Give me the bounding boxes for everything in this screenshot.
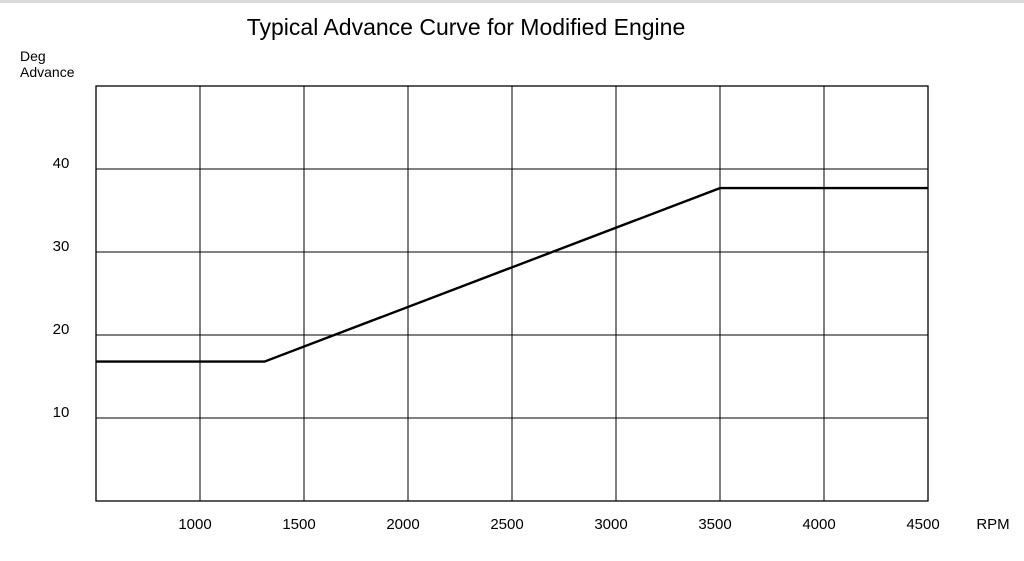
x-tick-label-4500: 4500 <box>906 516 939 533</box>
x-tick-label-1500: 1500 <box>282 516 315 533</box>
plot-frame <box>95 85 929 502</box>
series-group <box>96 186 928 363</box>
x-tick-label-3500: 3500 <box>698 516 731 533</box>
y-tick-label-10: 10 <box>53 404 70 421</box>
y-tick-labels: 10 20 30 40 <box>53 155 70 421</box>
x-tick-label-1000: 1000 <box>178 516 211 533</box>
x-axis-label: RPM <box>976 516 1009 533</box>
y-tick-label-30: 30 <box>53 238 70 255</box>
y-axis-label-line-1: Deg <box>20 48 46 64</box>
grid-lines <box>96 86 928 501</box>
x-tick-label-4000: 4000 <box>802 516 835 533</box>
y-axis-label-line-2: Advance <box>20 64 75 80</box>
x-tick-label-2500: 2500 <box>490 516 523 533</box>
x-tick-label-2000: 2000 <box>386 516 419 533</box>
chart-title: Typical Advance Curve for Modified Engin… <box>247 14 686 40</box>
top-border <box>0 0 1024 3</box>
x-tick-labels: 1000 1500 2000 2500 3000 3500 4000 4500 <box>178 516 939 533</box>
advance-curve-line <box>96 186 928 363</box>
y-tick-label-40: 40 <box>53 155 70 172</box>
y-tick-label-20: 20 <box>53 321 70 338</box>
x-tick-label-3000: 3000 <box>594 516 627 533</box>
